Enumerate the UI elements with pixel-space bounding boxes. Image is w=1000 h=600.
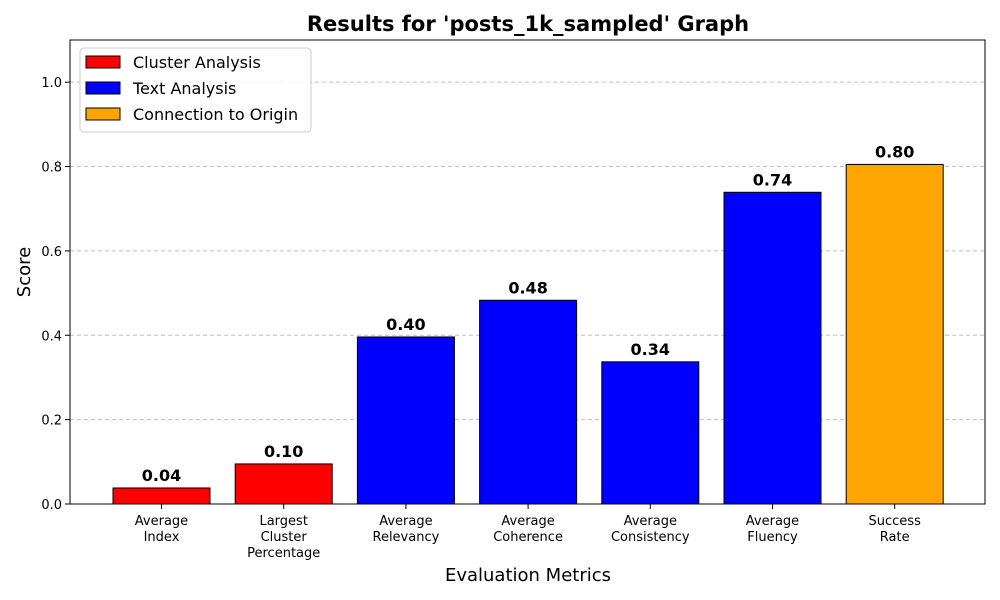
- data-label: 0.74: [753, 170, 792, 189]
- x-tick-label: Average Index: [135, 514, 188, 545]
- bar: [356, 336, 455, 505]
- x-tick-label: Average Coherence: [493, 514, 563, 545]
- legend-label: Text Analysis: [132, 79, 236, 98]
- x-axis-label: Evaluation Metrics: [445, 565, 611, 586]
- y-tick-label: 0.0: [41, 498, 62, 513]
- x-tick-label: Largest Cluster Percentage: [247, 514, 320, 561]
- data-label: 0.40: [386, 315, 425, 334]
- legend-label: Connection to Origin: [133, 105, 298, 124]
- plot-frame: [69, 39, 986, 505]
- bar: [723, 191, 822, 505]
- legend: Cluster Analysis Text Analysis Connection …: [79, 47, 312, 133]
- data-label: 0.10: [264, 442, 303, 461]
- legend-swatch: [85, 55, 121, 69]
- x-axis-ticks: Average Index Largest Cluster Percentage Aver…: [135, 504, 921, 561]
- x-tick-label: Success Rate: [869, 514, 922, 545]
- legend-box: [79, 47, 312, 133]
- y-tick-label: 0.2: [41, 414, 62, 429]
- y-tick-label: 0.4: [41, 329, 62, 344]
- y-tick-label: 0.6: [41, 245, 62, 260]
- data-label: 0.48: [508, 278, 547, 297]
- bar: [479, 299, 578, 505]
- x-tick-label: Average Consistency: [611, 514, 690, 545]
- y-tick-label: 0.8: [41, 161, 62, 176]
- bars: [112, 163, 944, 505]
- y-axis-ticks: 0.0 0.2 0.4 0.6 0.8 1.0: [41, 76, 70, 513]
- data-label: 0.34: [631, 340, 670, 359]
- bar: [845, 163, 944, 505]
- y-tick-label: 1.0: [41, 76, 62, 91]
- bar: [112, 487, 211, 505]
- data-label: 0.04: [142, 466, 181, 485]
- x-tick-label: Average Fluency: [746, 514, 799, 545]
- y-axis-label: Score: [14, 247, 35, 297]
- data-label: 0.80: [875, 142, 914, 161]
- legend-label: Cluster Analysis: [133, 53, 261, 72]
- x-tick-label: Average Relevancy: [373, 514, 440, 545]
- data-labels: 0.04 0.10 0.40 0.48 0.34 0.74 0.80: [142, 142, 915, 485]
- legend-swatch: [85, 107, 121, 121]
- legend-swatch: [85, 81, 121, 95]
- chart-title: Results for 'posts_1k_sampled' Graph: [307, 12, 749, 36]
- bar: [601, 361, 700, 505]
- bar: [234, 463, 333, 505]
